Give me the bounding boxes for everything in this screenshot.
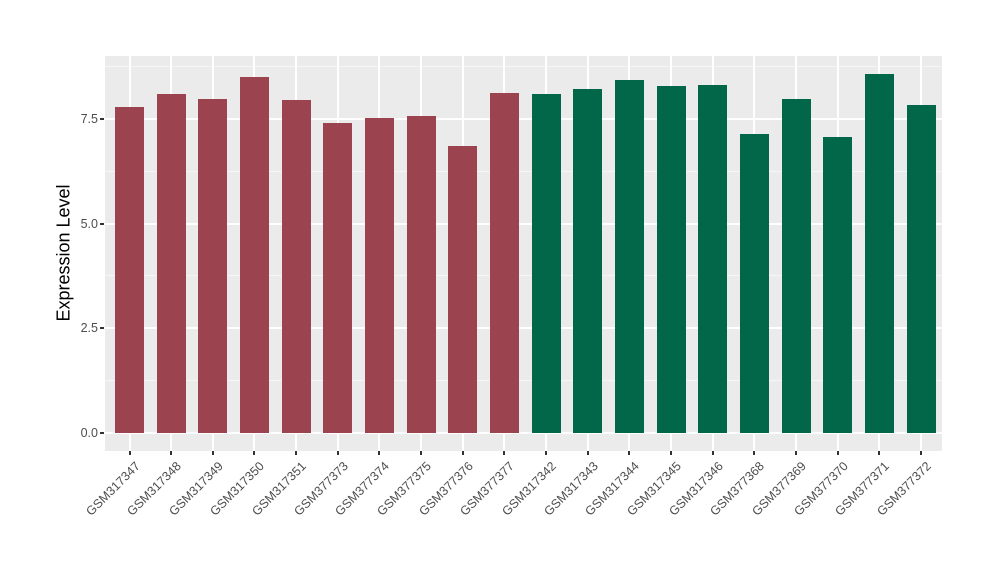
bar-GSM317345 (656, 85, 686, 433)
y-tick-mark (100, 222, 104, 225)
minor-gridline (105, 65, 942, 67)
bar-GSM317342 (531, 94, 561, 433)
y-tick-mark (100, 327, 104, 330)
y-tick-mark (100, 117, 104, 120)
major-gridline (105, 432, 942, 434)
bar-GSM377372 (906, 105, 936, 433)
bar-GSM377368 (739, 133, 769, 433)
bar-GSM377377 (489, 93, 519, 433)
x-tick-mark (253, 451, 256, 455)
x-tick-mark (336, 451, 339, 455)
y-tick-label: 7.5 (80, 111, 98, 126)
bar-GSM317346 (698, 84, 728, 433)
major-gridline (105, 117, 942, 120)
major-gridline (105, 222, 942, 225)
x-tick-mark (461, 451, 464, 455)
bar-GSM377376 (448, 146, 478, 433)
bar-GSM317347 (115, 106, 144, 433)
minor-gridline (105, 170, 942, 172)
x-tick-mark (670, 451, 673, 455)
bar-GSM317350 (239, 77, 269, 433)
bar-GSM377374 (364, 117, 394, 433)
x-tick-mark (211, 451, 214, 455)
x-tick-mark (920, 451, 923, 455)
x-tick-mark (711, 451, 714, 455)
major-gridline (105, 327, 942, 330)
x-tick-mark (378, 451, 381, 455)
bar-GSM317348 (156, 93, 186, 433)
bar-GSM317351 (281, 99, 311, 433)
x-tick-mark (295, 451, 298, 455)
bar-GSM317349 (198, 98, 228, 433)
y-tick-label: 5.0 (80, 216, 98, 231)
y-tick-label: 0.0 (80, 426, 98, 440)
bar-GSM317343 (573, 88, 603, 433)
bar-GSM317344 (614, 79, 644, 433)
x-tick-mark (503, 451, 506, 455)
x-tick-mark (586, 451, 589, 455)
plot-panel (105, 56, 942, 451)
x-tick-mark (170, 451, 173, 455)
x-tick-mark (878, 451, 881, 455)
bar-GSM377371 (864, 73, 894, 433)
bar-GSM377370 (823, 137, 853, 433)
x-tick-mark (795, 451, 798, 455)
y-tick-label: 2.5 (80, 321, 98, 336)
x-tick-mark (836, 451, 839, 455)
x-tick-mark (628, 451, 631, 455)
bar-GSM377373 (323, 123, 353, 433)
bar-GSM377375 (406, 115, 436, 433)
minor-gridline (105, 380, 942, 382)
x-tick-mark (545, 451, 548, 455)
x-tick-mark (128, 451, 131, 455)
y-tick-mark (100, 432, 104, 434)
x-tick-mark (753, 451, 756, 455)
bar-GSM377369 (781, 99, 811, 433)
x-tick-mark (420, 451, 423, 455)
minor-gridline (105, 275, 942, 277)
